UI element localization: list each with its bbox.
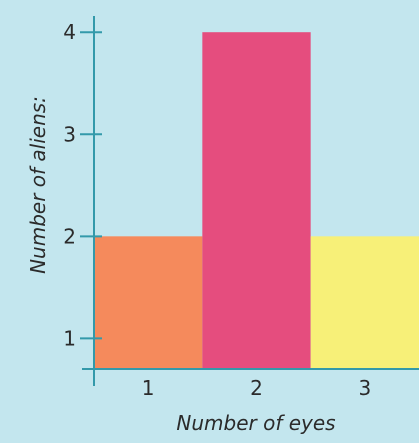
bars-group: [94, 32, 419, 370]
y-tick-label-2: 2: [63, 224, 76, 248]
bar-1: [94, 236, 203, 369]
x-tick-label-2: 2: [250, 376, 263, 400]
x-axis-label: Number of eyes: [176, 411, 335, 435]
x-tick-label-1: 1: [142, 376, 155, 400]
y-axis-label: Number of aliens:: [26, 96, 50, 274]
y-tick-label-3: 3: [63, 122, 76, 146]
ticks-group: 1 2 3 4 1 2 3: [63, 20, 371, 400]
x-tick-label-3: 3: [358, 376, 371, 400]
bar-2: [202, 32, 311, 370]
y-tick-label-4: 4: [63, 20, 76, 44]
axes-group: [82, 16, 419, 386]
bar-3: [310, 236, 419, 369]
y-tick-label-1: 1: [63, 326, 76, 350]
